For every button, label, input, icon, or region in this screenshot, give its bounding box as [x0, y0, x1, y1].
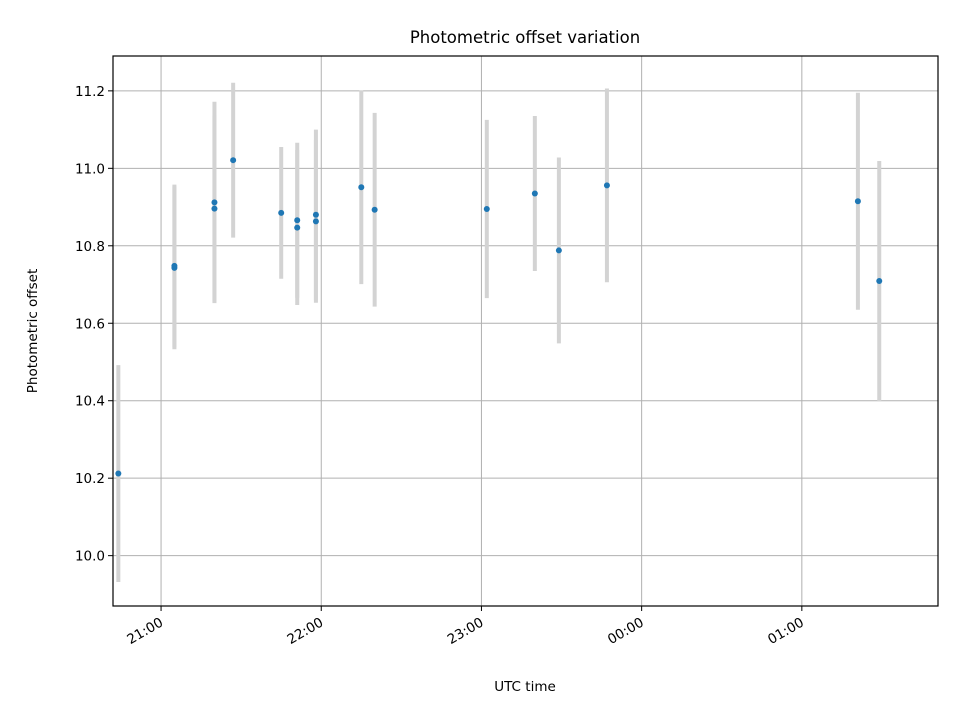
- data-point: [876, 278, 883, 285]
- data-point: [312, 218, 319, 225]
- y-tick-label: 10.4: [75, 394, 105, 410]
- y-tick-label: 10.6: [75, 316, 105, 332]
- data-point: [555, 247, 562, 254]
- x-axis-label: UTC time: [494, 679, 556, 695]
- data-point: [603, 182, 610, 189]
- data-point: [171, 262, 178, 269]
- data-point: [371, 206, 378, 213]
- plot-frame: [112, 55, 939, 607]
- data-point: [294, 224, 301, 231]
- y-axis-ticks: 10.0 10.2 10.4 10.6 10.8 11.0 11.2: [75, 84, 113, 565]
- data-point: [483, 205, 490, 212]
- data-point: [230, 157, 237, 164]
- y-tick-label: 10.0: [75, 549, 105, 565]
- data-points: [115, 157, 883, 477]
- y-tick-label: 10.8: [75, 239, 105, 255]
- data-point: [211, 205, 218, 212]
- data-point: [531, 190, 538, 197]
- data-point: [294, 217, 301, 224]
- grid-lines: [113, 56, 938, 606]
- data-point: [358, 184, 365, 191]
- chart-title: Photometric offset variation: [410, 28, 640, 47]
- data-point: [211, 199, 218, 206]
- data-point: [312, 211, 319, 218]
- y-tick-label: 11.0: [75, 161, 105, 177]
- data-point: [278, 209, 285, 216]
- data-point: [115, 470, 122, 477]
- y-axis-label: Photometric offset: [25, 269, 41, 393]
- data-point: [854, 198, 861, 205]
- y-tick-label: 11.2: [75, 84, 105, 100]
- y-tick-label: 10.2: [75, 471, 105, 487]
